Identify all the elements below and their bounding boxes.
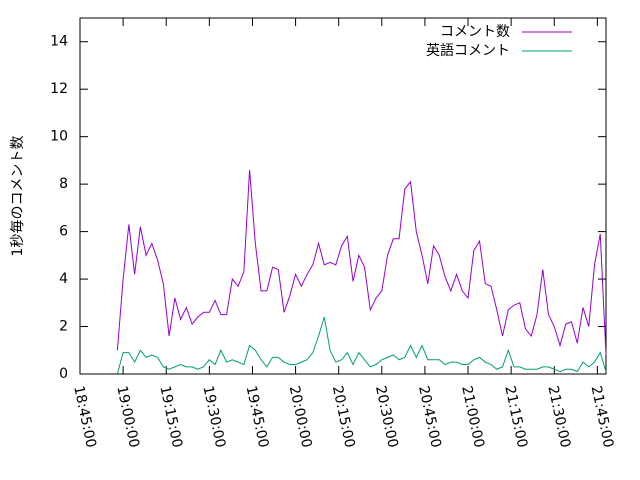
- x-tick-label: 21:30:00: [544, 384, 573, 449]
- x-tick-label: 21:45:00: [588, 384, 617, 449]
- x-tick-label: 19:00:00: [113, 384, 142, 449]
- x-tick-label: 20:15:00: [329, 384, 358, 449]
- x-tick-label: 20:45:00: [415, 384, 444, 449]
- y-tick-label: 10: [50, 129, 68, 145]
- x-tick-label: 19:15:00: [156, 384, 185, 449]
- x-tick-label: 20:00:00: [286, 384, 315, 449]
- legend-label: コメント数: [440, 24, 510, 40]
- y-tick-label: 8: [59, 176, 68, 192]
- y-tick-label: 0: [59, 366, 68, 382]
- y-tick-label: 14: [50, 34, 68, 50]
- y-tick-label: 12: [50, 81, 68, 97]
- x-tick-label: 21:15:00: [501, 384, 530, 449]
- series-line: [116, 169, 607, 356]
- x-tick-label: 19:30:00: [200, 384, 229, 449]
- y-tick-label: 6: [59, 224, 68, 240]
- y-tick-label: 4: [59, 271, 68, 287]
- y-axis-label: 1秒毎のコメント数: [10, 136, 26, 257]
- legend-label: 英語コメント: [426, 42, 510, 59]
- x-tick-label: 19:45:00: [243, 384, 272, 449]
- plot-border: [79, 17, 607, 375]
- series-line: [116, 316, 607, 375]
- y-tick-label: 2: [59, 319, 68, 335]
- x-tick-label: 21:00:00: [458, 384, 487, 449]
- x-tick-label: 20:30:00: [372, 384, 401, 449]
- x-tick-label: 18:45:00: [70, 384, 99, 449]
